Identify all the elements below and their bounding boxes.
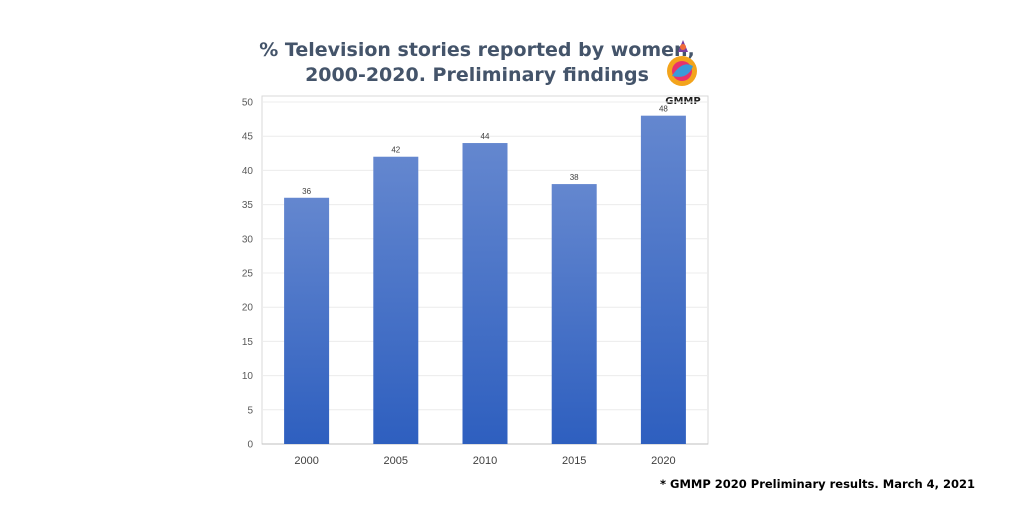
footnote: * GMMP 2020 Preliminary results. March 4… [660, 477, 975, 491]
data-label-2010: 44 [481, 132, 490, 141]
logo-swoosh [672, 64, 693, 77]
y-tick-label: 45 [242, 132, 254, 143]
y-tick-label: 25 [242, 269, 254, 280]
bar-2020 [640, 115, 686, 445]
x-tick-label-2010: 2010 [473, 455, 497, 467]
y-tick-label: 20 [242, 303, 254, 314]
data-label-2015: 38 [570, 173, 579, 182]
logo-head [680, 44, 686, 50]
data-label-2000: 36 [302, 187, 311, 196]
chart-title-line-2: 2000-2020. Preliminary findings [305, 64, 649, 86]
y-axis: 0 5 10 15 20 25 30 35 40 45 50 [242, 98, 254, 451]
data-label-2005: 42 [391, 146, 400, 155]
bars: 36 42 44 38 48 [284, 105, 686, 445]
y-tick-label: 10 [242, 371, 254, 382]
chart-title-line-1: % Television stories reported by women, [259, 39, 695, 61]
data-label-2020: 48 [659, 105, 668, 114]
x-tick-label-2015: 2015 [562, 455, 586, 467]
x-tick-label-2000: 2000 [294, 455, 318, 467]
y-tick-label: 50 [242, 98, 254, 109]
y-tick-label: 0 [247, 440, 253, 451]
y-tick-label: 5 [247, 405, 253, 416]
y-tick-label: 40 [242, 166, 254, 177]
x-tick-label-2020: 2020 [651, 455, 675, 467]
bar-2010 [462, 143, 508, 445]
bar-2000 [284, 197, 330, 444]
x-axis: 2000 2005 2010 2015 2020 [294, 455, 675, 467]
x-tick-label-2005: 2005 [384, 455, 408, 467]
y-tick-label: 35 [242, 200, 254, 211]
y-tick-label: 15 [242, 337, 254, 348]
y-tick-label: 30 [242, 234, 254, 245]
bar-2005 [373, 156, 419, 444]
bar-2015 [551, 184, 597, 444]
